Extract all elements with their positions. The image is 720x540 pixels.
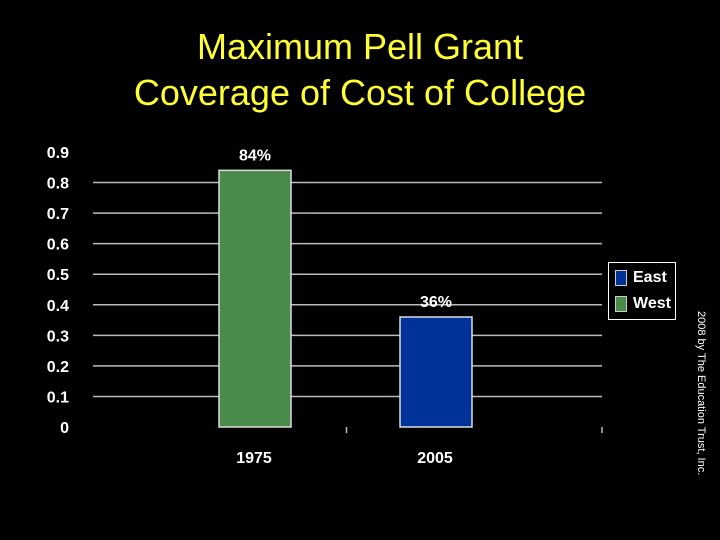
y-tick-label: 0.6 (47, 237, 69, 254)
y-tick-label: 0.9 (47, 145, 69, 162)
legend-item-east: East (615, 267, 667, 289)
y-tick-label: 0.1 (47, 389, 69, 406)
legend-swatch-west (615, 296, 627, 312)
x-tick-label: 1975 (236, 450, 272, 467)
y-tick-label: 0.3 (47, 328, 69, 345)
legend-label-west: West (633, 295, 671, 312)
y-tick-label: 0.2 (47, 359, 69, 376)
legend-swatch-east (615, 270, 627, 286)
bar-east-2005 (399, 316, 473, 428)
y-tick-label: 0 (60, 420, 69, 437)
y-tick-label: 0.4 (47, 298, 69, 315)
data-label: 36% (420, 294, 452, 311)
legend-item-west: West (615, 293, 671, 315)
copyright-credit: 2008 by The Education Trust, Inc. (695, 311, 707, 476)
chart-title-line1: Maximum Pell Grant (196, 26, 524, 67)
y-tick-label: 0.7 (47, 206, 69, 223)
legend-label-east: East (633, 269, 667, 286)
x-tick-label: 2005 (417, 450, 453, 467)
bar-west-1975 (218, 169, 292, 428)
y-tick-label: 0.8 (47, 176, 69, 193)
y-tick-label: 0.5 (47, 267, 69, 284)
data-label: 84% (239, 147, 271, 164)
chart-title-line2: Coverage of Cost of College (133, 72, 587, 113)
legend: East West (608, 262, 676, 320)
